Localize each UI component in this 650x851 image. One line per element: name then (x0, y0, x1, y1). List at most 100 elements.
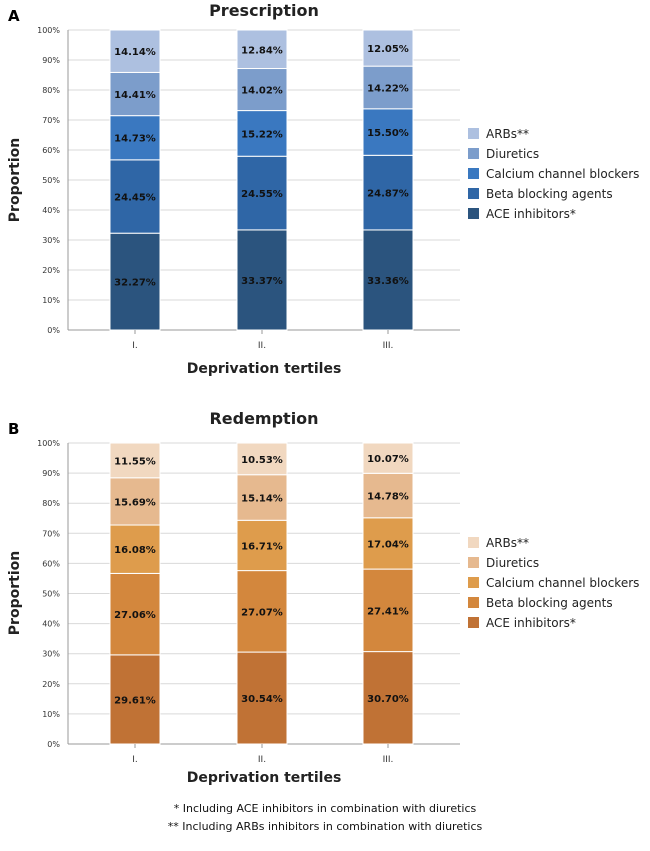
panel-a-legend-swatch (468, 168, 479, 179)
panel-a-data-label: 12.05% (367, 44, 409, 55)
panel-a-ytick: 40% (42, 206, 60, 215)
panel-a-legend-label: ACE inhibitors* (486, 207, 576, 221)
panel-b-bar-3-segment-5 (362, 442, 414, 474)
panel-b-legend-swatch (468, 537, 479, 548)
panel-b-bar-3-segment-3 (362, 517, 414, 570)
panel-a-legend-label: Calcium channel blockers (486, 167, 639, 181)
panel-a-bar-3-segment-4 (362, 65, 414, 110)
panel-a-bar-2-segment-1 (236, 229, 288, 331)
panel-b-data-label: 11.55% (114, 456, 156, 467)
panel-a-data-label: 24.55% (241, 189, 283, 200)
panel-a-bar-2-segment-2 (236, 155, 288, 231)
panel-a-legend-swatch (468, 148, 479, 159)
panel-a-data-label: 14.02% (241, 86, 283, 97)
panel-b-bar-1-segment-1 (109, 654, 161, 745)
panel-b-bar-3-segment-4 (362, 472, 414, 519)
panel-b-data-label: 27.07% (241, 607, 283, 618)
panel-b-bar-2-segment-5 (236, 442, 288, 476)
panel-a-bar-2-segment-3 (236, 110, 288, 157)
panel-b-data-label: 14.78% (367, 492, 409, 503)
panel-a-legend-label: ARBs** (486, 127, 529, 141)
panel-b-bar-2-segment-4 (236, 474, 288, 521)
panel-a-xtick: III. (383, 341, 394, 351)
panel-a-data-label: 15.50% (367, 128, 409, 139)
panel-a-xtick: II. (258, 341, 266, 351)
panel-a-data-label: 14.14% (114, 47, 156, 58)
panel-b-legend-swatch (468, 557, 479, 568)
panel-b-legend-label: Beta blocking agents (486, 596, 613, 610)
panel-b-data-label: 15.14% (241, 494, 283, 505)
panel-a-ytick: 0% (47, 326, 60, 335)
panel-b-bar-3-segment-2 (362, 568, 414, 653)
panel-b-letter: B (8, 420, 19, 438)
panel-a-legend-swatch (468, 208, 479, 219)
panel-a-xlabel: Deprivation tertiles (187, 361, 342, 377)
panel-b-ytick: 30% (42, 650, 60, 659)
panel-a-legend-swatch (468, 128, 479, 139)
panel-a-legend-label: Diuretics (486, 147, 539, 161)
panel-b-title: Redemption (209, 409, 318, 428)
panel-a-legend-swatch (468, 188, 479, 199)
panel-b-ytick: 90% (42, 469, 60, 478)
panel-a-bar-3-segment-3 (362, 108, 414, 156)
panel-b-xtick: II. (258, 755, 266, 765)
panel-a-ylabel: Proportion (7, 138, 23, 222)
panel-b-ytick: 70% (42, 529, 60, 538)
panel-b-legend-label: Diuretics (486, 556, 539, 570)
panel-b-legend-label: ARBs** (486, 536, 529, 550)
panel-b-legend-label: Calcium channel blockers (486, 576, 639, 590)
panel-a-bar-1-segment-2 (109, 159, 161, 234)
footnote-ace: * Including ACE inhibitors in combinatio… (173, 802, 477, 815)
panel-a-letter: A (8, 7, 20, 25)
panel-a-bar-3-segment-5 (362, 29, 414, 67)
panel-b-data-label: 29.61% (114, 695, 156, 706)
panel-b-legend-swatch (468, 577, 479, 588)
panel-a-ytick: 10% (42, 296, 60, 305)
panel-b-data-label: 30.54% (241, 694, 283, 705)
panel-b-data-label: 10.07% (367, 454, 409, 465)
panel-a-data-label: 14.73% (114, 134, 156, 145)
panel-a-data-label: 14.22% (367, 83, 409, 94)
panel-a-xtick: I. (132, 341, 138, 351)
panel-b-legend-label: ACE inhibitors* (486, 616, 576, 630)
panel-a-bar-3-segment-2 (362, 154, 414, 231)
panel-b-bar-2-segment-2 (236, 570, 288, 653)
panel-b-data-label: 17.04% (367, 539, 409, 550)
panel-b-ytick: 60% (42, 559, 60, 568)
panel-a-title: Prescription (209, 1, 319, 20)
panel-b-data-label: 27.06% (114, 610, 156, 621)
panel-a-legend-label: Beta blocking agents (486, 187, 613, 201)
panel-b-xtick: I. (132, 755, 138, 765)
panel-a-ytick: 90% (42, 56, 60, 65)
panel-a-data-label: 15.22% (241, 129, 283, 140)
panel-b-bar-1-segment-3 (109, 524, 161, 574)
panel-b-data-label: 10.53% (241, 455, 283, 466)
panel-a-ytick: 50% (42, 176, 60, 185)
panel-a-bar-1-segment-3 (109, 115, 161, 161)
panel-b-bar-2-segment-1 (236, 651, 288, 745)
panel-b-ytick: 0% (47, 740, 60, 749)
panel-b-data-label: 30.70% (367, 694, 409, 705)
panel-a-ytick: 100% (37, 26, 60, 35)
panel-b-data-label: 27.41% (367, 606, 409, 617)
panel-a-ytick: 80% (42, 86, 60, 95)
panel-a-data-label: 14.41% (114, 90, 156, 101)
panel-a-data-label: 12.84% (241, 45, 283, 56)
panel-a-ytick: 70% (42, 116, 60, 125)
panel-b-ylabel: Proportion (7, 551, 23, 635)
panel-a-data-label: 24.45% (114, 193, 156, 204)
footnote-arbs: ** Including ARBs inhibitors in combinat… (167, 820, 483, 833)
panel-a-data-label: 24.87% (367, 189, 409, 200)
panel-b-legend-swatch (468, 617, 479, 628)
panel-b-bar-1-segment-5 (109, 442, 161, 479)
panel-b-ytick: 80% (42, 499, 60, 508)
panel-b-ytick: 40% (42, 620, 60, 629)
panel-a-data-label: 33.37% (241, 276, 283, 287)
panel-a-ytick: 30% (42, 236, 60, 245)
panel-b-ytick: 50% (42, 590, 60, 599)
panel-b-data-label: 16.08% (114, 545, 156, 556)
panel-b-ytick: 10% (42, 710, 60, 719)
panel-a-bar-2-segment-5 (236, 29, 288, 70)
panel-a-bar-1-segment-5 (109, 29, 161, 73)
